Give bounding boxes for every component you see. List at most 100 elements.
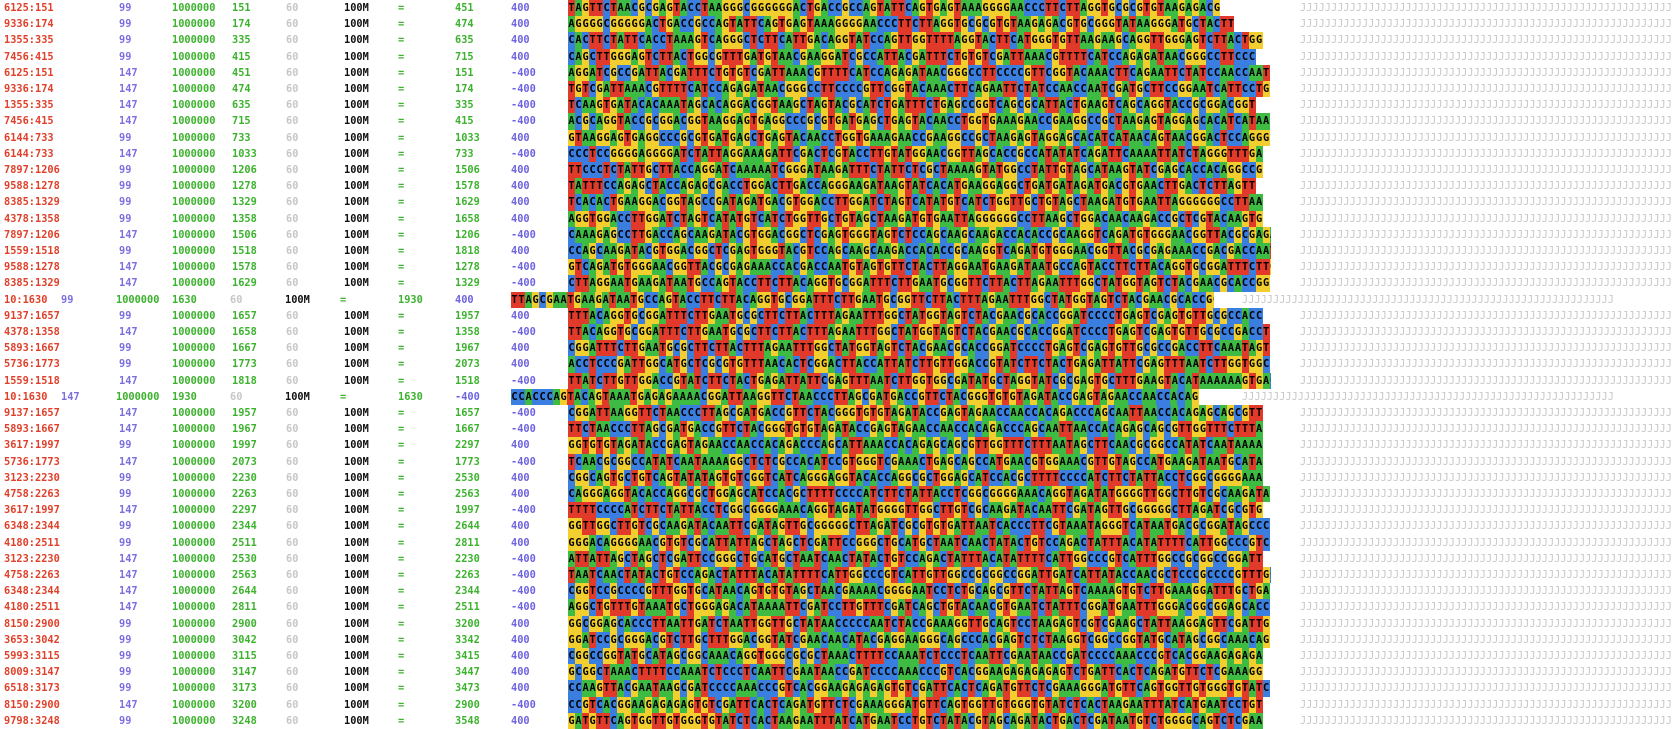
base-g: G (596, 227, 603, 243)
base-c: C (1024, 454, 1031, 470)
base-g: G (1220, 535, 1227, 551)
base-a: A (1206, 697, 1213, 713)
base-a: A (1150, 194, 1157, 210)
base-a: A (589, 97, 596, 113)
base-a: A (1143, 373, 1150, 389)
base-g: G (1213, 599, 1220, 615)
base-c: C (1059, 16, 1066, 32)
base-t: T (680, 502, 687, 518)
base-t: T (680, 81, 687, 97)
base-c: C (1242, 49, 1249, 65)
base-g: G (1150, 275, 1157, 291)
base-g: G (926, 308, 933, 324)
base-g: G (877, 405, 884, 421)
base-a: A (863, 632, 870, 648)
base-c: C (1073, 470, 1080, 486)
base-g: G (821, 49, 828, 65)
base-g: G (1220, 599, 1227, 615)
base-g: G (1024, 194, 1031, 210)
base-g: G (919, 437, 926, 453)
base-g: G (883, 292, 890, 308)
base-g: G (680, 437, 687, 453)
base-g: G (1150, 97, 1157, 113)
base-a: A (1129, 308, 1136, 324)
base-g: G (863, 340, 870, 356)
base-c: C (821, 243, 828, 259)
base-a: A (1094, 162, 1101, 178)
base-c: C (891, 275, 898, 291)
cigar-string: 100M (344, 454, 369, 470)
quality-string: JJJJJJJJJJJJJJJJJJJJJJJJJJJJJJJJJJJJJJJJ… (1300, 32, 1680, 48)
cigar-string: 100M (344, 227, 369, 243)
quality-string: JJJJJJJJJJJJJJJJJJJJJJJJJJJJJJJJJJJJJJJJ… (1300, 0, 1680, 16)
base-a: A (1059, 97, 1066, 113)
base-g: G (764, 227, 771, 243)
base-c: C (1045, 227, 1052, 243)
base-g: G (1192, 0, 1199, 16)
base-c: C (1249, 324, 1256, 340)
base-a: A (1024, 648, 1031, 664)
base-a: A (757, 162, 764, 178)
base-t: T (582, 713, 589, 729)
read-flag: 147 (119, 259, 138, 275)
base-a: A (975, 535, 982, 551)
base-t: T (1143, 470, 1150, 486)
base-c: C (1157, 211, 1164, 227)
mate-ref: = (398, 97, 404, 113)
base-g: G (989, 486, 996, 502)
base-g: G (785, 616, 792, 632)
base-g: G (603, 275, 610, 291)
base-c: C (975, 680, 982, 696)
base-a: A (1010, 0, 1017, 16)
base-t: T (827, 292, 834, 308)
base-g: G (954, 97, 961, 113)
base-a: A (1164, 113, 1171, 129)
base-t: T (743, 65, 750, 81)
